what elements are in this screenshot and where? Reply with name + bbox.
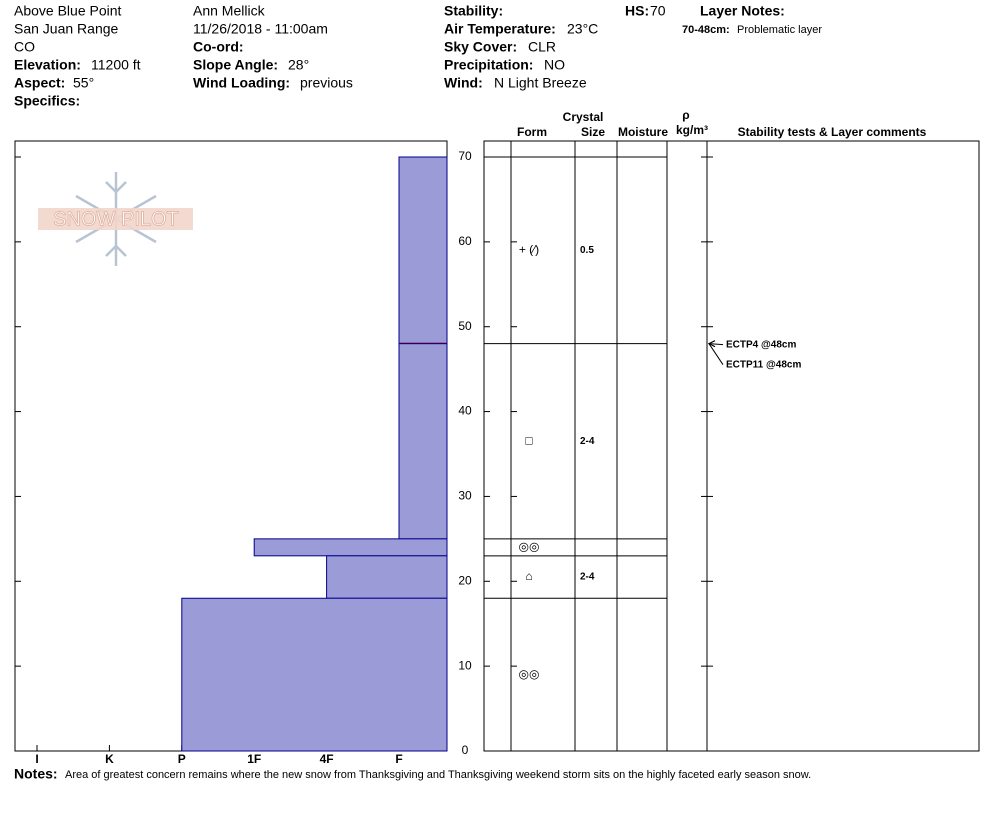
- y-tick-label: 50: [458, 319, 472, 333]
- value: 70: [650, 3, 666, 19]
- hardness-bar: [398, 343, 448, 540]
- column-header: kg/m³: [676, 123, 708, 137]
- value: N Light Breeze: [494, 75, 587, 91]
- y-tick-label: 20: [458, 573, 472, 587]
- y-tick-label: 0: [462, 743, 469, 757]
- notes-label: Notes:: [14, 766, 58, 782]
- label: Wind Loading:: [193, 75, 290, 91]
- label: Sky Cover:: [444, 39, 517, 55]
- test-arrow: [708, 343, 724, 365]
- label: Stability:: [444, 3, 503, 19]
- label: Elevation:: [14, 57, 81, 73]
- column-header: Moisture: [618, 125, 668, 139]
- test-label: ECTP4 @48cm: [726, 339, 796, 350]
- value: 28°: [288, 57, 309, 73]
- value: NO: [544, 57, 565, 73]
- label: HS:: [625, 3, 649, 19]
- value: previous: [300, 75, 353, 91]
- label: Aspect:: [14, 75, 65, 91]
- crystal-form: □: [525, 433, 532, 447]
- value: 23°C: [567, 21, 598, 37]
- crystal-size: 0.5: [580, 245, 594, 256]
- hardness-label: K: [105, 752, 114, 766]
- value: CLR: [528, 39, 556, 55]
- hardness-bar: [326, 555, 448, 599]
- crystal-form: ◎◎: [519, 667, 540, 681]
- label: Wind:: [444, 75, 483, 91]
- crystal-form: ⌂: [525, 569, 532, 583]
- notes-text: Area of greatest concern remains where t…: [65, 769, 811, 781]
- value: 55°: [73, 75, 94, 91]
- observer: Ann Mellick: [193, 3, 266, 19]
- y-tick-label: 70: [458, 149, 472, 163]
- hardness-bar: [181, 597, 448, 752]
- column-header: Crystal: [563, 110, 604, 124]
- state: CO: [14, 39, 35, 55]
- hardness-label: P: [178, 752, 186, 766]
- logo-band: [38, 208, 193, 230]
- label: Slope Angle:: [193, 57, 278, 73]
- hardness-label: F: [395, 752, 402, 766]
- y-tick-label: 30: [458, 489, 472, 503]
- location: Above Blue Point: [14, 3, 122, 19]
- value: 11200 ft: [91, 57, 141, 73]
- hardness-bar: [398, 156, 448, 345]
- layer-note-range: 70-48cm:: [682, 24, 730, 36]
- crystal-form: + (⁄): [519, 243, 539, 257]
- label: Co-ord:: [193, 39, 244, 55]
- hardness-label: 4F: [320, 752, 334, 766]
- arrow-head: [707, 340, 716, 348]
- logo-text: SNOW PILOT: [53, 208, 179, 230]
- y-tick-label: 40: [458, 404, 472, 418]
- test-arrow: [708, 343, 724, 346]
- test-label: ECTP11 @48cm: [726, 359, 801, 370]
- column-header: Stability tests & Layer comments: [738, 125, 927, 139]
- crystal-size: 2-4: [580, 572, 595, 583]
- layer-note-text: Problematic layer: [737, 24, 822, 36]
- label: Specifics:: [14, 93, 80, 109]
- column-header: Form: [517, 125, 547, 139]
- range: San Juan Range: [14, 21, 119, 37]
- hardness-label: I: [35, 752, 38, 766]
- column-lines: [510, 141, 708, 751]
- column-header: Size: [581, 125, 605, 139]
- hardness-label: 1F: [247, 752, 261, 766]
- y-tick-label: 60: [458, 234, 472, 248]
- column-header: ρ: [682, 108, 689, 122]
- crystal-size: 2-4: [580, 436, 595, 447]
- label: Layer Notes:: [700, 3, 785, 19]
- crystal-form: ◎◎: [519, 540, 540, 554]
- hardness-bar: [253, 538, 448, 557]
- table-frame: [483, 140, 980, 752]
- y-tick-label: 10: [458, 658, 472, 672]
- label: Precipitation:: [444, 57, 533, 73]
- datetime: 11/26/2018 - 11:00am: [193, 21, 328, 37]
- label: Air Temperature:: [444, 21, 556, 37]
